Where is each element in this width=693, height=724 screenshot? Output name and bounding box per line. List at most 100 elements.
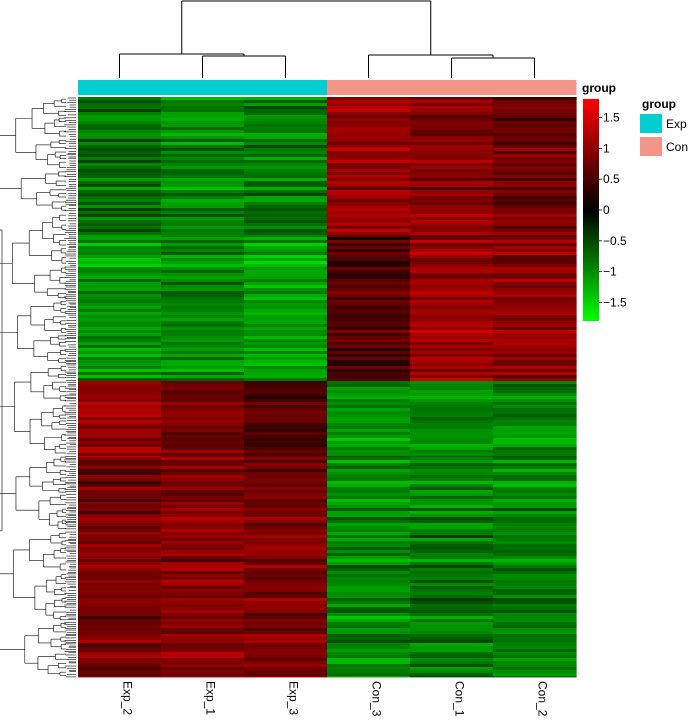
heatmap-cell xyxy=(78,333,162,337)
heatmap-cell xyxy=(161,297,245,301)
heatmap-cell xyxy=(493,568,577,572)
heatmap-cell xyxy=(410,220,494,224)
heatmap-cell xyxy=(327,270,411,274)
heatmap-cell xyxy=(244,586,328,590)
heatmap-cell xyxy=(410,484,494,488)
heatmap-cell xyxy=(410,235,494,238)
annotation-title: group xyxy=(582,81,616,95)
heatmap-cell xyxy=(327,121,411,125)
column-label: Con_3 xyxy=(370,681,384,717)
heatmap-cell xyxy=(410,130,494,134)
heatmap-cell xyxy=(244,199,328,203)
colorbar-tick-label: 1.5 xyxy=(603,111,620,125)
heatmap-cell xyxy=(78,154,162,158)
heatmap-cell xyxy=(244,676,328,678)
heatmap-cell xyxy=(410,432,494,436)
heatmap-cell xyxy=(78,399,162,403)
heatmap-cell xyxy=(244,184,328,188)
heatmap-cell xyxy=(161,348,245,352)
heatmap-cell xyxy=(327,357,411,361)
heatmap-cell xyxy=(327,426,411,430)
heatmap-cell xyxy=(327,487,411,491)
heatmap-cell xyxy=(410,205,494,209)
heatmap-cell xyxy=(78,658,162,662)
heatmap-cell xyxy=(410,550,494,554)
heatmap-cell xyxy=(78,136,162,140)
heatmap-cell xyxy=(327,345,411,349)
heatmap-cell xyxy=(244,175,328,179)
heatmap-cell xyxy=(327,223,411,227)
heatmap-cell xyxy=(244,130,328,134)
heatmap-cell xyxy=(78,145,162,149)
heatmap-cell xyxy=(244,613,328,617)
heatmap-cell xyxy=(244,211,328,215)
heatmap-cell xyxy=(327,187,411,191)
heatmap-cell xyxy=(410,279,494,283)
heatmap-cell xyxy=(161,414,245,418)
heatmap-cell xyxy=(493,652,577,656)
heatmap-cell xyxy=(327,664,411,668)
heatmap-cell xyxy=(161,550,245,554)
heatmap-cell xyxy=(161,447,245,451)
heatmap-cell xyxy=(78,115,162,119)
heatmap-cell xyxy=(410,577,494,581)
heatmap-cell xyxy=(244,619,328,623)
heatmap-cell xyxy=(410,423,494,427)
heatmap-cell xyxy=(244,306,328,310)
heatmap-cell xyxy=(410,408,494,412)
heatmap-cell xyxy=(161,640,245,644)
heatmap-cell xyxy=(244,369,328,373)
heatmap-cell xyxy=(244,441,328,445)
heatmap-cell xyxy=(327,208,411,212)
heatmap-cell xyxy=(410,172,494,176)
colorbar-tick-label: −1 xyxy=(603,265,617,279)
heatmap-cell xyxy=(493,318,577,322)
heatmap-cell xyxy=(78,526,162,530)
heatmap-cell xyxy=(78,559,162,563)
heatmap-cell xyxy=(78,384,162,388)
heatmap-cell xyxy=(244,631,328,635)
heatmap-cell xyxy=(161,139,245,143)
heatmap-cell xyxy=(244,670,328,674)
heatmap-cell xyxy=(327,613,411,617)
colorbar-tick-label: −1.5 xyxy=(603,296,627,310)
heatmap-cell xyxy=(78,276,162,280)
heatmap-cell xyxy=(327,181,411,185)
heatmap-cell xyxy=(410,601,494,605)
heatmap-cell xyxy=(327,300,411,304)
heatmap-cell xyxy=(493,496,577,500)
heatmap-cell xyxy=(161,547,245,551)
heatmap-cell xyxy=(161,577,245,581)
heatmap-cell xyxy=(161,151,245,155)
heatmap-cell xyxy=(410,240,494,244)
heatmap-cell xyxy=(244,562,328,566)
heatmap-cell xyxy=(493,420,577,424)
heatmap-cell xyxy=(327,133,411,137)
heatmap-cell xyxy=(161,396,245,400)
heatmap-cell xyxy=(327,505,411,509)
heatmap-cell xyxy=(78,550,162,554)
heatmap-cell xyxy=(244,634,328,638)
heatmap-cell xyxy=(244,279,328,283)
heatmap-cell xyxy=(161,223,245,227)
heatmap-cell xyxy=(493,339,577,343)
heatmap-cell xyxy=(78,196,162,200)
heatmap-cell xyxy=(327,229,411,233)
heatmap-cell xyxy=(493,607,577,611)
heatmap-cell xyxy=(161,330,245,334)
heatmap-cell xyxy=(78,444,162,448)
heatmap-cell xyxy=(327,327,411,331)
heatmap-cell xyxy=(161,145,245,149)
heatmap-cell xyxy=(493,393,577,397)
heatmap-cell xyxy=(493,169,577,173)
heatmap-cell xyxy=(78,478,162,482)
heatmap-cell xyxy=(161,118,245,122)
heatmap-cell xyxy=(78,249,162,253)
heatmap-cell xyxy=(244,202,328,206)
heatmap-cell xyxy=(410,664,494,668)
heatmap-cell xyxy=(244,258,328,262)
heatmap-cell xyxy=(161,469,245,473)
heatmap-cell xyxy=(410,580,494,584)
heatmap-cell xyxy=(493,643,577,647)
heatmap-cell xyxy=(410,348,494,352)
